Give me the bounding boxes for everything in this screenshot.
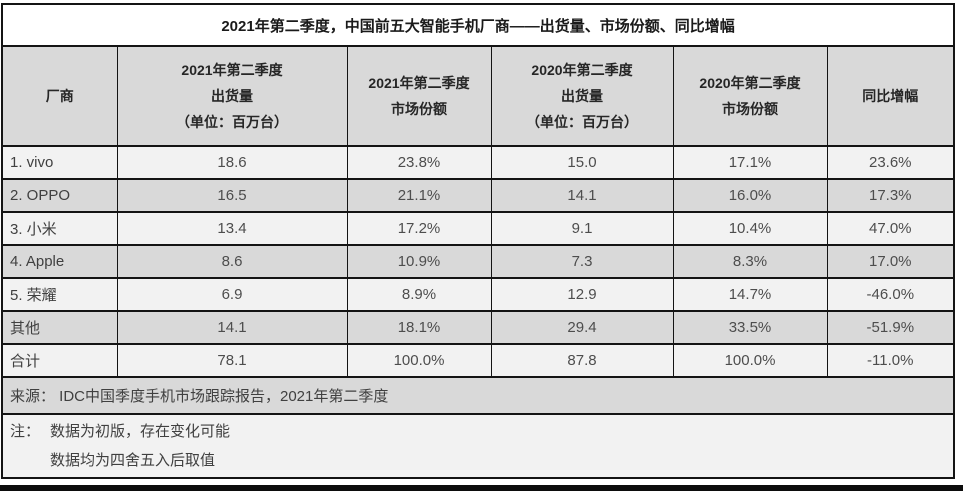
footnote: 注： 数据为初版，存在变化可能 数据均为四舍五入后取值 — [10, 417, 953, 475]
share-2021-value: 21.1% — [346, 178, 492, 213]
source-text: 来源： IDC中国季度手机市场跟踪报告，2021年第二季度 — [1, 376, 955, 415]
table-row-oppo: 2. OPPO 16.5 21.1% 14.1 16.0% 17.3% — [1, 178, 955, 213]
shipments-2021-value: 18.6 — [116, 145, 348, 180]
vendor-name: 3. 小米 — [1, 211, 118, 246]
yoy-growth-value: 23.6% — [826, 145, 955, 180]
share-2020-value: 10.4% — [672, 211, 828, 246]
vendor-name: 其他 — [1, 310, 118, 345]
yoy-growth-value: 47.0% — [826, 211, 955, 246]
shipments-2020-value: 15.0 — [490, 145, 674, 180]
table-row-others: 其他 14.1 18.1% 29.4 33.5% -51.9% — [1, 310, 955, 345]
vendor-name: 2. OPPO — [1, 178, 118, 213]
footnote-line-2: 数据均为四舍五入后取值 — [50, 452, 216, 469]
footnote-label: 注： — [10, 423, 41, 440]
column-header-share-2021: 2021年第二季度 市场份额 — [346, 45, 492, 147]
vendor-name: 4. Apple — [1, 244, 118, 279]
shipments-2020-value: 14.1 — [490, 178, 674, 213]
table-header-row: 厂商 2021年第二季度 出货量 （单位：百万台） 2021年第二季度 市场份额… — [1, 45, 955, 147]
table-row-vivo: 1. vivo 18.6 23.8% 15.0 17.1% 23.6% — [1, 145, 955, 180]
bottom-edge-bar — [0, 485, 963, 491]
share-2020-value: 16.0% — [672, 178, 828, 213]
column-header-shipments-2021: 2021年第二季度 出货量 （单位：百万台） — [116, 45, 348, 147]
share-2021-value: 18.1% — [346, 310, 492, 345]
table-row-xiaomi: 3. 小米 13.4 17.2% 9.1 10.4% 47.0% — [1, 211, 955, 246]
table-note-row: 注： 数据为初版，存在变化可能 数据均为四舍五入后取值 — [1, 413, 955, 479]
idc-market-table: 2021年第二季度，中国前五大智能手机厂商——出货量、市场份额、同比增幅 厂商 … — [1, 3, 956, 479]
table-source-row: 来源： IDC中国季度手机市场跟踪报告，2021年第二季度 — [1, 376, 955, 415]
vendor-name: 5. 荣耀 — [1, 277, 118, 312]
share-2021-value: 8.9% — [346, 277, 492, 312]
share-2020-value: 100.0% — [672, 343, 828, 378]
shipments-2021-value: 13.4 — [116, 211, 348, 246]
yoy-growth-value: 17.0% — [826, 244, 955, 279]
column-header-share-2020: 2020年第二季度 市场份额 — [672, 45, 828, 147]
share-2021-value: 10.9% — [346, 244, 492, 279]
yoy-growth-value: 17.3% — [826, 178, 955, 213]
shipments-2020-value: 29.4 — [490, 310, 674, 345]
shipments-2021-value: 78.1 — [116, 343, 348, 378]
share-2020-value: 14.7% — [672, 277, 828, 312]
table-row-honor: 5. 荣耀 6.9 8.9% 12.9 14.7% -46.0% — [1, 277, 955, 312]
shipments-2021-value: 16.5 — [116, 178, 348, 213]
share-2021-value: 17.2% — [346, 211, 492, 246]
shipments-2020-value: 7.3 — [490, 244, 674, 279]
footnote-line-1: 数据为初版，存在变化可能 — [50, 423, 231, 440]
vendor-name: 1. vivo — [1, 145, 118, 180]
footnote-cell: 注： 数据为初版，存在变化可能 数据均为四舍五入后取值 — [1, 413, 955, 479]
column-header-yoy-growth: 同比增幅 — [826, 45, 955, 147]
share-2020-value: 8.3% — [672, 244, 828, 279]
share-2020-value: 33.5% — [672, 310, 828, 345]
share-2021-value: 100.0% — [346, 343, 492, 378]
footnote-lines: 数据为初版，存在变化可能 数据均为四舍五入后取值 — [50, 417, 953, 475]
table-row-apple: 4. Apple 8.6 10.9% 7.3 8.3% 17.0% — [1, 244, 955, 279]
shipments-2020-value: 87.8 — [490, 343, 674, 378]
shipments-2021-value: 6.9 — [116, 277, 348, 312]
shipments-2021-value: 14.1 — [116, 310, 348, 345]
share-2021-value: 23.8% — [346, 145, 492, 180]
yoy-growth-value: -46.0% — [826, 277, 955, 312]
table-title: 2021年第二季度，中国前五大智能手机厂商——出货量、市场份额、同比增幅 — [1, 3, 955, 47]
yoy-growth-value: -51.9% — [826, 310, 955, 345]
yoy-growth-value: -11.0% — [826, 343, 955, 378]
shipments-2020-value: 9.1 — [490, 211, 674, 246]
share-2020-value: 17.1% — [672, 145, 828, 180]
shipments-2020-value: 12.9 — [490, 277, 674, 312]
shipments-2021-value: 8.6 — [116, 244, 348, 279]
table-title-row: 2021年第二季度，中国前五大智能手机厂商——出货量、市场份额、同比增幅 — [1, 3, 955, 47]
table-row-total: 合计 78.1 100.0% 87.8 100.0% -11.0% — [1, 343, 955, 378]
vendor-name: 合计 — [1, 343, 118, 378]
column-header-shipments-2020: 2020年第二季度 出货量 （单位：百万台） — [490, 45, 674, 147]
column-header-vendor: 厂商 — [1, 45, 118, 147]
